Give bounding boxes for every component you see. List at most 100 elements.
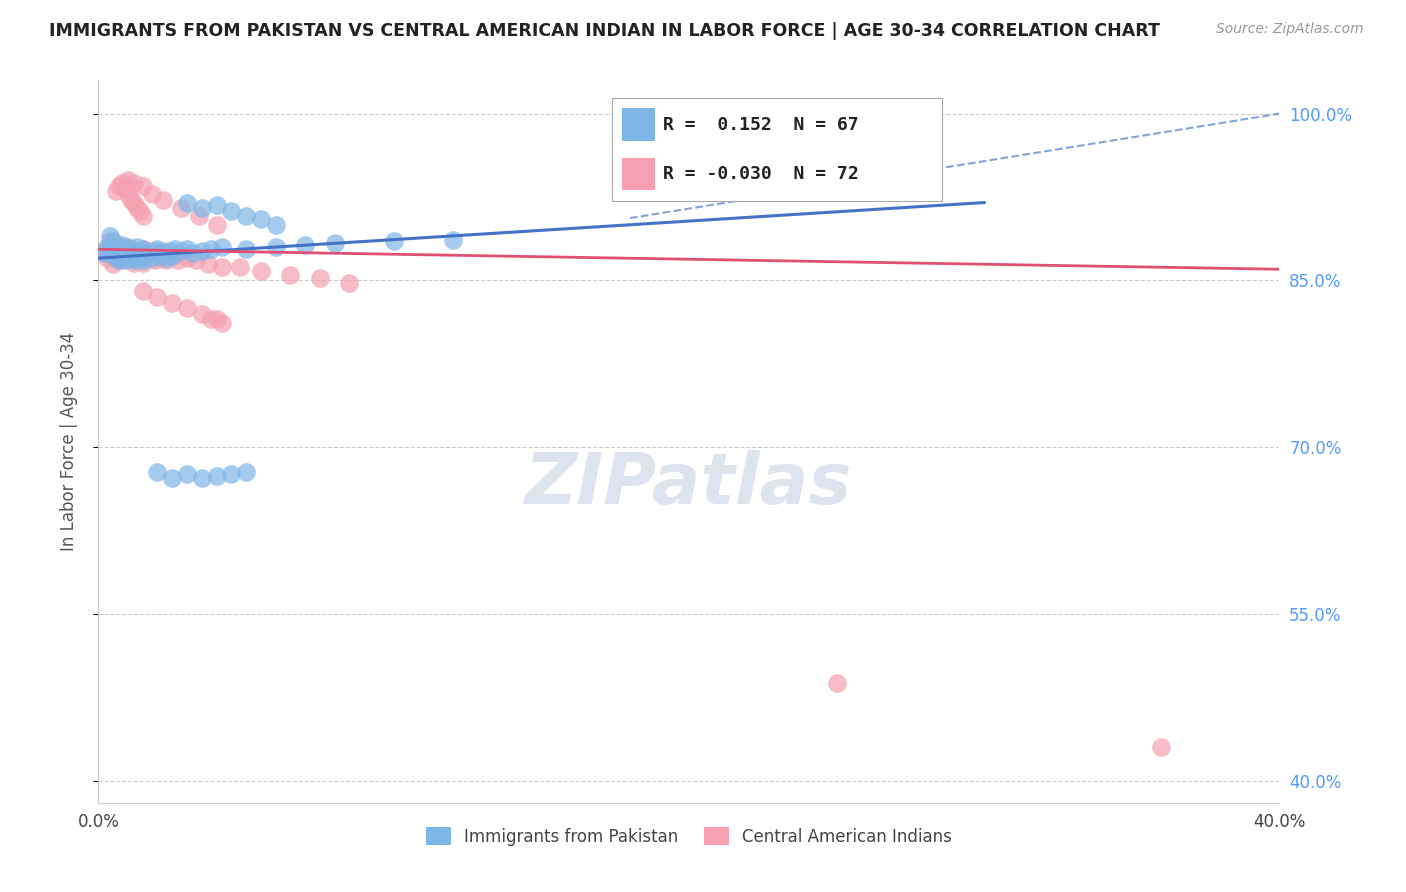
Bar [621, 108, 655, 141]
Point [117, 244, 139, 259]
Point [1150, 740, 1173, 755]
Point [197, 257, 219, 271]
Point [132, 242, 155, 256]
Point [235, 242, 257, 256]
Point [200, 312, 222, 326]
Point [167, 253, 190, 268]
Point [132, 209, 155, 223]
Point [132, 178, 155, 193]
Point [339, 276, 361, 290]
Point [191, 201, 214, 215]
Point [132, 253, 155, 268]
Point [120, 249, 142, 263]
Point [825, 675, 848, 690]
Point [211, 240, 233, 254]
Point [122, 176, 145, 190]
Point [162, 249, 183, 263]
Point [187, 209, 209, 223]
Point [125, 249, 148, 263]
Point [122, 195, 145, 210]
Point [125, 240, 148, 254]
Point [152, 244, 174, 259]
Y-axis label: In Labor Force | Age 30-34: In Labor Force | Age 30-34 [59, 332, 77, 551]
Point [146, 465, 169, 479]
Point [141, 251, 163, 265]
Bar [621, 158, 655, 190]
Point [280, 268, 302, 282]
Point [264, 240, 287, 254]
Text: ZIPatlas: ZIPatlas [526, 450, 852, 519]
Point [103, 249, 125, 263]
Point [105, 251, 128, 265]
Point [125, 201, 148, 215]
Point [141, 251, 163, 265]
Point [149, 249, 172, 263]
Point [152, 194, 174, 208]
Point [143, 253, 166, 268]
Point [111, 176, 134, 190]
Point [105, 242, 128, 256]
Point [205, 469, 228, 483]
Point [235, 209, 257, 223]
Point [138, 245, 160, 260]
Point [114, 246, 136, 260]
Point [114, 182, 136, 196]
Point [200, 242, 222, 256]
Point [141, 186, 163, 201]
Point [135, 249, 157, 263]
Point [138, 244, 160, 259]
Point [117, 173, 139, 187]
Point [111, 240, 134, 254]
Point [152, 245, 174, 260]
Point [176, 301, 198, 315]
Point [176, 242, 198, 256]
Legend: Immigrants from Pakistan, Central American Indians: Immigrants from Pakistan, Central Americ… [419, 821, 959, 852]
Point [221, 467, 243, 481]
Point [191, 307, 214, 321]
Point [111, 251, 134, 265]
Point [294, 237, 316, 252]
Point [146, 242, 169, 256]
Point [111, 244, 134, 259]
Point [211, 260, 233, 274]
Point [170, 244, 193, 259]
Point [132, 255, 155, 269]
Point [250, 264, 273, 278]
Point [114, 245, 136, 260]
Point [125, 244, 148, 259]
Point [221, 204, 243, 219]
Point [146, 290, 169, 304]
Point [149, 251, 172, 265]
Point [128, 249, 150, 263]
Point [205, 218, 228, 232]
Point [108, 253, 131, 268]
Point [323, 235, 346, 250]
Point [96, 240, 118, 254]
Point [111, 237, 134, 252]
Point [264, 218, 287, 232]
Point [155, 251, 177, 265]
Point [181, 245, 204, 260]
Point [128, 245, 150, 260]
Point [184, 253, 207, 268]
Point [120, 242, 142, 256]
Point [191, 244, 214, 259]
Point [98, 245, 121, 260]
Point [235, 465, 257, 479]
Point [108, 249, 131, 263]
Point [103, 235, 125, 249]
Point [155, 253, 177, 268]
Point [120, 251, 142, 265]
Point [93, 245, 115, 260]
Point [165, 242, 187, 256]
Point [309, 271, 332, 285]
Point [111, 249, 134, 263]
Point [135, 249, 157, 263]
Point [162, 249, 183, 263]
Point [120, 242, 142, 256]
Point [117, 251, 139, 265]
Point [120, 194, 142, 208]
Point [176, 467, 198, 481]
Point [176, 195, 198, 210]
Text: IMMIGRANTS FROM PAKISTAN VS CENTRAL AMERICAN INDIAN IN LABOR FORCE | AGE 30-34 C: IMMIGRANTS FROM PAKISTAN VS CENTRAL AMER… [49, 22, 1160, 40]
